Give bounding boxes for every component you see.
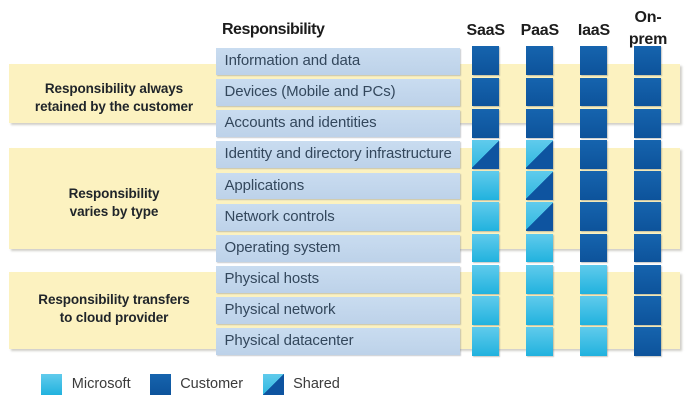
legend-label-shared: Shared [293,376,340,393]
group-label-line: Responsibility always [44,81,184,96]
legend-swatch-shared [262,374,284,396]
column-header-saas: SaaS [466,22,506,40]
row-label-physical-hosts: Physical hosts [215,266,460,293]
cell-network-controls-paas-shared [526,202,554,232]
row-label-devices-mobile-and-pcs: Devices (Mobile and PCs) [215,78,460,106]
cell-physical-datacenter-saas-microsoft [472,327,499,356]
row-label-physical-datacenter: Physical datacenter [215,328,460,356]
row-label-applications: Applications [215,172,460,200]
cell-devices-mobile-and-pcs-paas-customer [526,77,554,107]
matrix-column-saas [472,46,499,356]
matrix-column-iaas [580,46,608,356]
cell-physical-datacenter-paas-microsoft [526,327,554,356]
responsibility-row-labels: Information and data Devices (Mobile and … [215,47,460,356]
cell-operating-system-on-prem-customer [634,233,662,263]
cell-information-and-data-paas-customer [526,46,554,76]
cell-accounts-and-identities-on-prem-customer [634,108,662,138]
responsibility-column-title: Responsibility [222,21,325,38]
cell-physical-hosts-paas-microsoft [526,264,554,294]
group-label-line: Responsibility [68,186,160,202]
cell-information-and-data-iaas-customer [580,46,608,76]
group-label-line: varies by type [69,203,159,219]
cell-network-controls-iaas-customer [580,202,608,232]
cell-applications-saas-microsoft [472,171,499,200]
legend-item-microsoft: Microsoft [41,374,131,396]
cell-identity-and-directory-infrastructure-saas-shared [472,139,499,169]
group-label-line: retained by the customer [34,98,194,114]
cell-physical-network-iaas-microsoft [580,295,608,325]
row-label-network-controls: Network controls [215,203,460,231]
cell-physical-hosts-on-prem-customer [634,264,662,294]
cell-physical-network-on-prem-customer [634,295,662,325]
cell-operating-system-saas-microsoft [472,233,499,263]
cell-identity-and-directory-infrastructure-paas-shared [526,139,554,169]
cell-physical-network-paas-microsoft [526,295,554,325]
row-label-identity-and-directory-infrastructure: Identity and directory infrastructure [215,141,460,169]
cell-devices-mobile-and-pcs-iaas-customer [580,77,608,107]
cell-physical-network-saas-microsoft [472,295,499,325]
cell-physical-hosts-iaas-microsoft [580,264,608,294]
matrix-column-on-prem [634,46,662,356]
cell-operating-system-iaas-customer [580,233,608,263]
matrix-column-paas [526,46,554,356]
row-label-operating-system: Operating system [215,234,460,262]
column-header-iaas: IaaS [577,22,610,40]
group-label-responsibility-transfers: Responsibility transfers to cloud provide… [9,270,219,347]
column-header-line: prem [628,30,668,48]
legend-swatch-customer [149,374,171,396]
group-label-line: Responsibility transfers [38,292,190,308]
cell-applications-on-prem-customer [634,171,662,200]
row-label-physical-network: Physical network [215,297,460,325]
cell-identity-and-directory-infrastructure-iaas-customer [580,139,608,169]
group-label-line: to cloud provider [59,309,169,325]
row-label-information-and-data: Information and data [215,47,460,75]
cell-physical-datacenter-on-prem-customer [634,327,662,356]
cell-physical-datacenter-iaas-microsoft [580,327,608,356]
legend-label-customer: Customer [180,376,244,393]
group-label-responsibility-always: Responsibility always retained by the cus… [9,68,219,127]
cell-applications-paas-shared [526,171,554,200]
cell-information-and-data-saas-customer [472,46,499,76]
cell-devices-mobile-and-pcs-on-prem-customer [634,77,662,107]
column-header-on-prem: On-prem [603,7,693,51]
cell-operating-system-paas-microsoft [526,233,554,263]
cell-devices-mobile-and-pcs-saas-customer [472,77,499,107]
legend-item-shared: Shared [262,374,340,396]
group-label-responsibility: Responsibility varies by type [9,152,219,253]
cell-network-controls-saas-microsoft [472,202,499,232]
cell-network-controls-on-prem-customer [634,202,662,232]
cell-applications-iaas-customer [580,171,608,200]
cell-information-and-data-on-prem-customer [634,46,662,76]
legend-label-microsoft: Microsoft [71,376,131,393]
column-header-line: On- [634,8,662,26]
cell-accounts-and-identities-saas-customer [472,108,499,138]
cell-identity-and-directory-infrastructure-on-prem-customer [634,139,662,169]
cell-physical-hosts-saas-microsoft [472,264,499,294]
legend-item-customer: Customer [149,374,244,396]
legend-swatch-microsoft [41,374,63,396]
row-label-accounts-and-identities: Accounts and identities [215,110,460,137]
column-header-paas: PaaS [520,22,560,40]
cell-accounts-and-identities-iaas-customer [580,108,608,138]
cell-accounts-and-identities-paas-customer [526,108,554,138]
